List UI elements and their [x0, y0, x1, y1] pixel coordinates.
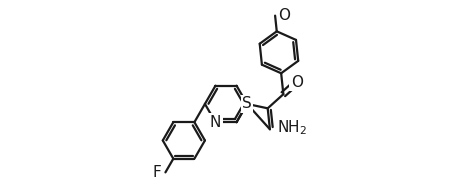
Text: F: F — [153, 165, 162, 180]
Text: NH$_2$: NH$_2$ — [277, 118, 307, 137]
Text: O: O — [278, 8, 290, 23]
Text: N: N — [210, 115, 221, 130]
Text: S: S — [242, 96, 252, 111]
Text: O: O — [291, 75, 303, 90]
